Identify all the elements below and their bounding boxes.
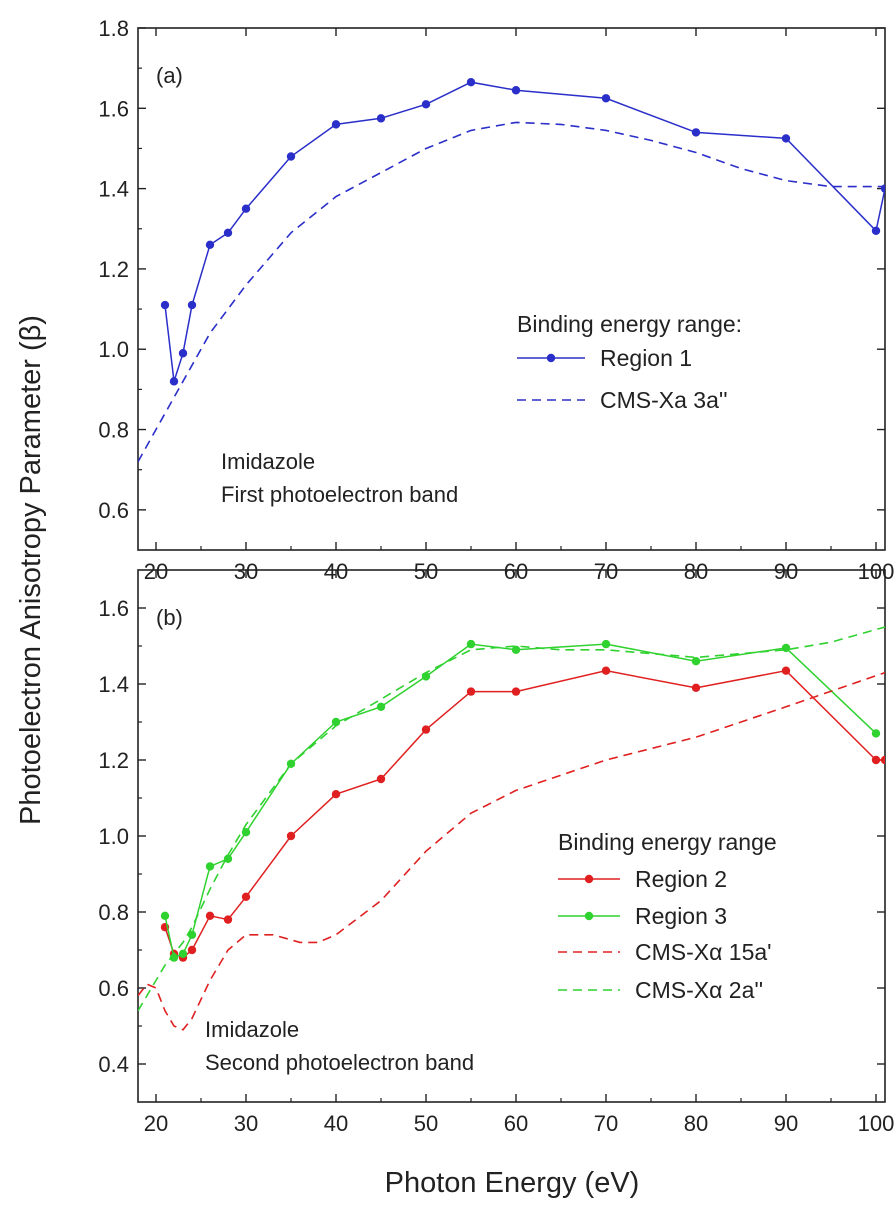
data-point (205, 240, 215, 250)
data-point (241, 204, 251, 213)
series-group (138, 626, 885, 1031)
y-tick-label: 1.6 (98, 596, 129, 621)
data-point (691, 657, 701, 666)
x-tick-label: 70 (594, 1111, 618, 1136)
legend-marker (584, 874, 594, 884)
data-point (160, 911, 170, 920)
x-tick-label: 100 (858, 1111, 895, 1136)
legend-entry: CMS-Xα 15a' (635, 939, 772, 965)
panel-annotation: Imidazole (221, 449, 315, 474)
data-point (286, 831, 296, 841)
panel-b: 20 30 40 50 60 70 80 90 100 0.4 0.6 0.8 1.0 1.2 1.4 1.6… (98, 569, 895, 1136)
data-point (205, 911, 215, 920)
series-line-3 (138, 671, 885, 1031)
data-point (880, 184, 885, 193)
data-point (691, 683, 701, 692)
x-tick-label: 40 (324, 1111, 348, 1136)
panel-label: (b) (156, 605, 183, 630)
plot-frame (137, 27, 886, 551)
series-line-4 (138, 626, 885, 1012)
data-point (466, 78, 476, 87)
data-point (160, 300, 170, 310)
y-tick-label: 1.4 (98, 672, 129, 697)
y-tick-label: 1.2 (98, 257, 129, 282)
x-tick-label: 30 (234, 1111, 258, 1136)
data-point (286, 152, 296, 161)
data-point (241, 828, 251, 837)
data-point (223, 915, 233, 924)
data-point (376, 702, 386, 711)
y-tick-label: 1.6 (98, 96, 129, 121)
data-point (871, 755, 881, 765)
legend-entry: Region 2 (635, 866, 727, 892)
legend-title: Binding energy range (558, 829, 777, 855)
data-point (223, 854, 233, 863)
y-tick-label: 0.4 (98, 1052, 129, 1077)
data-point (511, 86, 521, 95)
data-point (511, 645, 521, 654)
x-tick-label: 20 (144, 1111, 168, 1136)
data-point (781, 643, 791, 653)
legend-entry: CMS-Xα 2a'' (635, 977, 763, 1003)
data-point (376, 774, 386, 784)
data-point (187, 945, 197, 955)
data-point (781, 666, 791, 675)
x-tick-label: 90 (774, 1111, 798, 1136)
y-tick-label: 1.0 (98, 337, 129, 362)
y-tick-label: 0.6 (98, 498, 129, 523)
data-point (880, 755, 885, 765)
legend-entry: Region 3 (635, 903, 727, 929)
x-axis-title: Photon Energy (eV) (385, 1167, 640, 1199)
data-point (376, 114, 386, 123)
x-tick-label: 50 (414, 1111, 438, 1136)
panel-label: (a) (156, 63, 183, 88)
legend-marker (584, 911, 594, 921)
data-point (691, 128, 701, 137)
data-point (205, 862, 215, 871)
legend-entry: Region 1 (600, 345, 692, 371)
data-point (871, 226, 881, 235)
data-point (601, 639, 611, 649)
data-point (187, 930, 197, 939)
panel-annotation: Second photoelectron band (205, 1050, 474, 1075)
y-axis-title: Photoelectron Anisotropy Parameter (β) (15, 315, 47, 825)
data-point (466, 639, 476, 649)
x-tick-label: 60 (504, 1111, 528, 1136)
data-point (223, 228, 233, 237)
y-tick-label: 0.8 (98, 900, 129, 925)
data-point (781, 134, 791, 143)
data-point (511, 687, 521, 696)
data-point (331, 790, 341, 799)
series-line-2 (138, 121, 885, 463)
y-tick-label: 1.8 (98, 16, 129, 41)
y-tick-label: 0.6 (98, 976, 129, 1001)
y-tick-label: 1.0 (98, 824, 129, 849)
data-point (466, 687, 476, 696)
data-point (601, 666, 611, 675)
data-point (178, 949, 188, 958)
data-point (178, 349, 188, 358)
panel-a: 20 30 40 50 60 70 80 90 1000.60.81.01.21.41.61.8… (98, 16, 894, 584)
series-line-1 (164, 669, 885, 959)
legend-entry: CMS-Xa 3a'' (600, 387, 728, 413)
data-point (601, 94, 611, 103)
y-tick-label: 1.4 (98, 177, 129, 202)
data-point (331, 120, 341, 129)
data-point (169, 377, 179, 386)
series-group (138, 78, 885, 463)
legend-title: Binding energy range: (517, 311, 742, 337)
legend-marker (546, 353, 556, 363)
data-point (187, 300, 197, 310)
data-point (421, 100, 431, 109)
y-tick-label: 1.2 (98, 748, 129, 773)
data-point (871, 729, 881, 738)
x-tick-label: 80 (684, 1111, 708, 1136)
panel-annotation: Imidazole (205, 1017, 299, 1042)
data-point (421, 725, 431, 734)
series-line-1 (164, 81, 885, 382)
data-point (241, 892, 251, 901)
y-tick-label: 0.8 (98, 418, 129, 443)
panel-annotation: First photoelectron band (221, 482, 458, 507)
